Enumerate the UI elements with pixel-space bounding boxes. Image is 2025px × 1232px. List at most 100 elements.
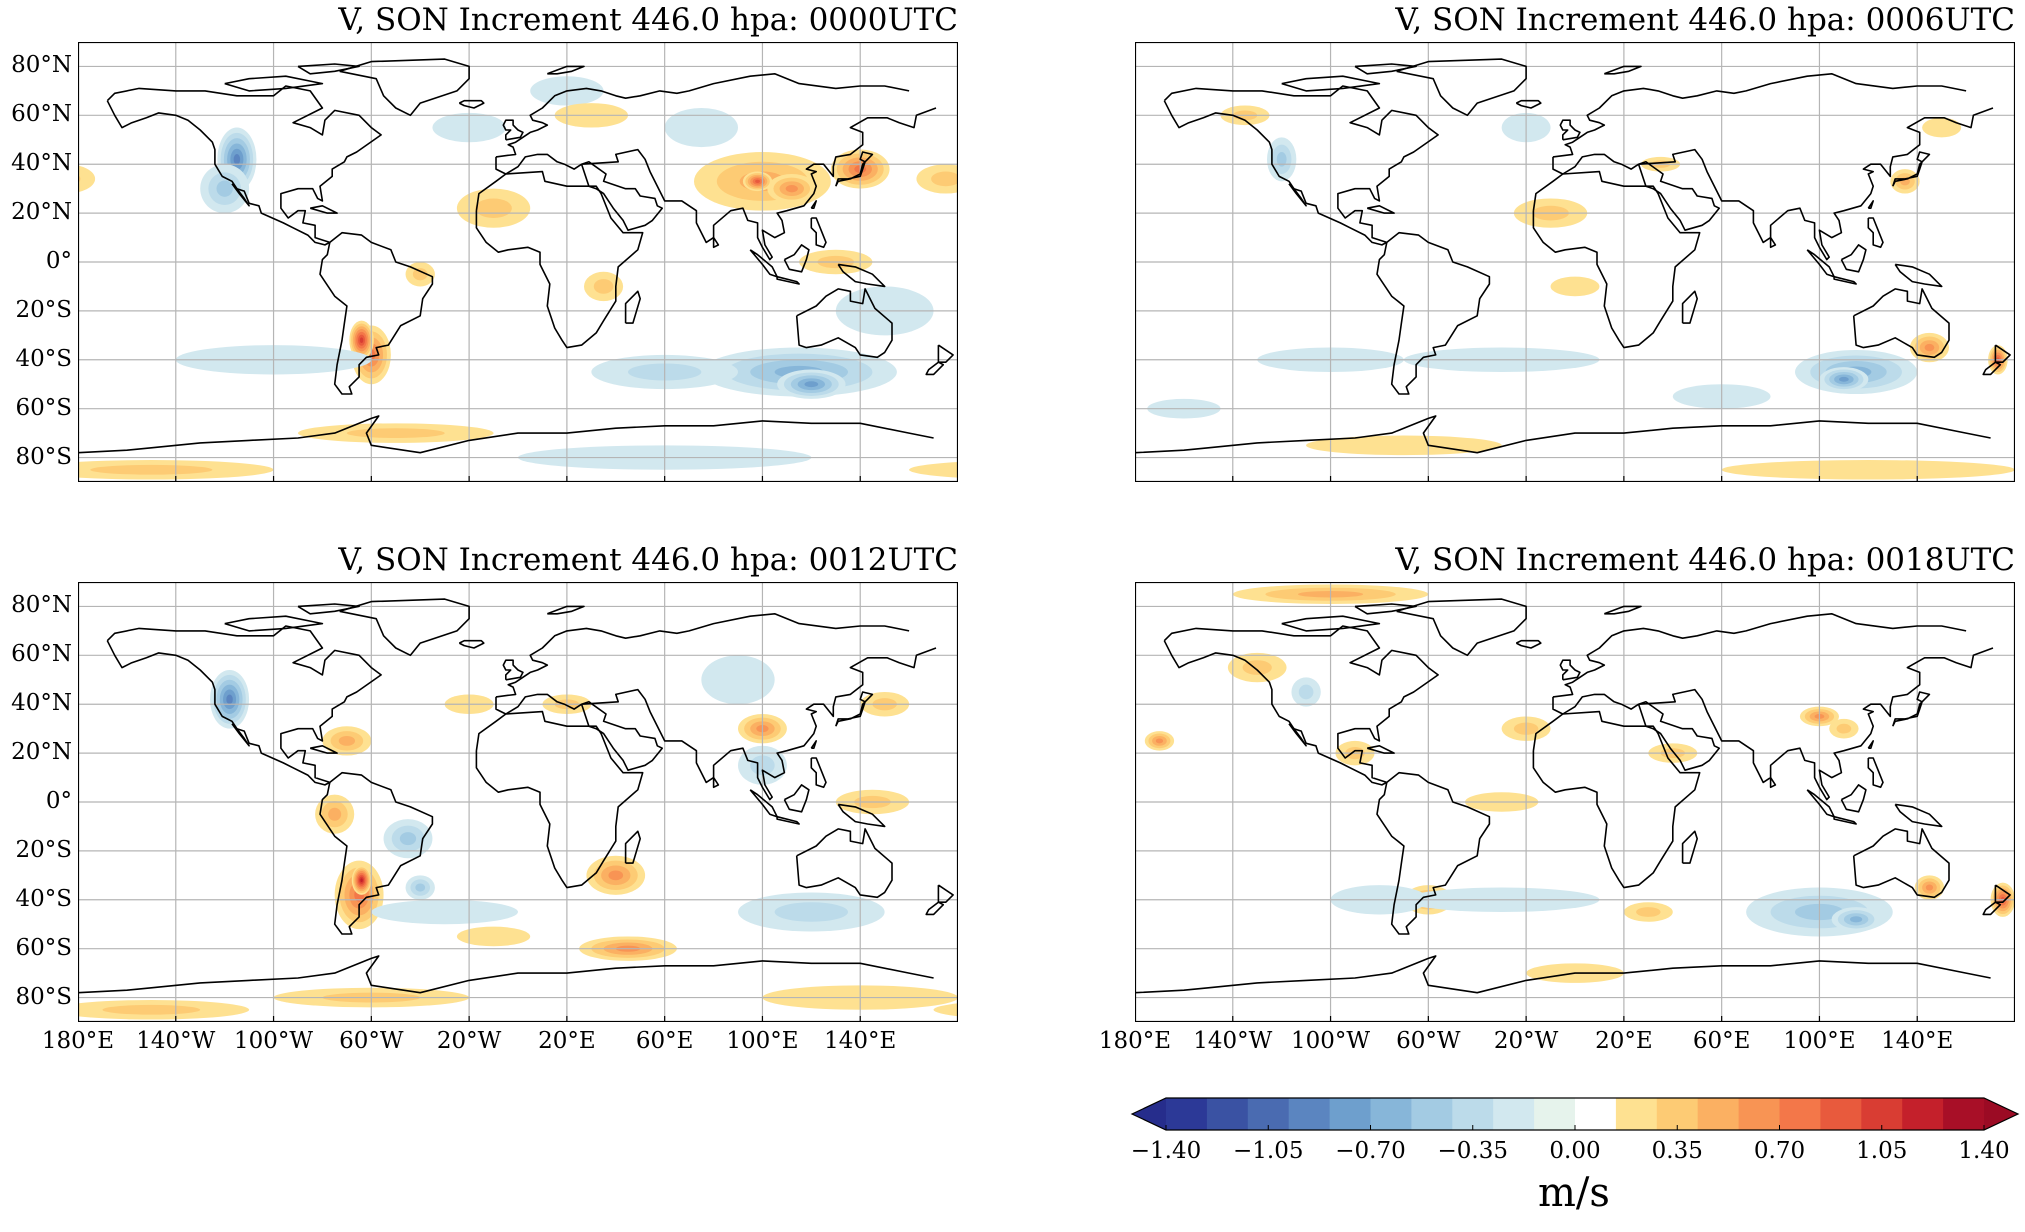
map-frame [78, 42, 958, 482]
coastline [835, 151, 874, 187]
anomaly-contour [1276, 152, 1287, 167]
coastline [1833, 815, 1857, 825]
coastline [776, 275, 800, 285]
coastline [925, 901, 945, 916]
coastline [1281, 75, 1381, 92]
anomaly-contour [1155, 738, 1164, 744]
anomaly-contour [933, 1003, 958, 1017]
anomaly-contour [346, 428, 445, 438]
anomaly-contour [1839, 376, 1849, 382]
colorbar-extend-low [1132, 1098, 1166, 1130]
coastline [1604, 65, 1642, 75]
colorbar-tick-label: −1.05 [1233, 1138, 1304, 1164]
anomaly-contour [593, 279, 614, 294]
anomaly-contour [909, 461, 958, 478]
colorbar-segment [1656, 1098, 1699, 1130]
map-frame [1135, 42, 2015, 482]
lon-tick-label: 60°E [1692, 1028, 1751, 1054]
coastline [1894, 803, 1943, 828]
anomaly-contour [371, 899, 518, 925]
coastline [1354, 63, 1417, 75]
coastline [837, 803, 886, 828]
colorbar-segment [1206, 1098, 1249, 1130]
coastline [78, 955, 934, 994]
coastline [937, 884, 954, 903]
colorbar [1130, 1096, 2020, 1132]
colorbar-segment [1861, 1098, 1903, 1130]
colorbar-segment [1943, 1098, 1985, 1130]
coastline [1532, 710, 1701, 889]
anomaly-contour [415, 883, 426, 892]
coastline [835, 691, 874, 727]
panel-title-0018utc: V, SON Increment 446.0 hpa: 0018UTC [1395, 542, 2015, 578]
anomaly-contour [755, 179, 760, 183]
panel-title-0000utc: V, SON Increment 446.0 hpa: 0000UTC [338, 2, 958, 38]
coastline [1135, 955, 1991, 994]
lat-tick-label: 0° [45, 248, 72, 274]
map-panel-0018utc [1135, 582, 2015, 1022]
anomaly-contour [1298, 684, 1314, 700]
lon-tick-label: 20°E [538, 1028, 596, 1054]
coastline [810, 757, 827, 789]
coastline [309, 205, 338, 214]
lat-tick-label: 60°N [11, 101, 72, 128]
anomaly-contour [608, 870, 624, 881]
colorbar-segment [1779, 1098, 1821, 1130]
colorbar-segment [1329, 1098, 1371, 1130]
coastline [1982, 901, 2002, 916]
coastline [1982, 361, 2002, 376]
lat-tick-label: 60°S [15, 394, 72, 421]
anomaly-contour [360, 878, 363, 883]
anomaly-contour [1924, 343, 1935, 352]
lon-tick-label: 100°E [1783, 1028, 1856, 1054]
coastline [502, 119, 524, 141]
coastline [1559, 659, 1581, 681]
coastline [937, 344, 954, 363]
colorbar-segment [1493, 1098, 1535, 1130]
coastline [1894, 263, 1943, 288]
anomaly-contour [78, 165, 96, 193]
anomaly-contour [785, 185, 798, 193]
coastline [1604, 605, 1642, 615]
coastline [1852, 288, 1950, 359]
coastline [925, 361, 945, 376]
coastline [1163, 625, 1439, 786]
colorbar-tick-label: −1.40 [1130, 1138, 1202, 1164]
lon-tick-label: 140°W [1193, 1028, 1273, 1054]
coastline [795, 288, 893, 359]
lat-tick-label: 80°S [15, 983, 72, 1010]
lon-tick-label: 20°W [1493, 1028, 1559, 1054]
coastline [1552, 613, 1967, 698]
coastline [1867, 217, 1884, 249]
lat-tick-label: 20°S [15, 296, 72, 323]
coastline [297, 603, 360, 615]
lat-tick-label: 40°S [15, 885, 72, 912]
lat-tick-label: 60°S [15, 934, 72, 961]
colorbar-segment [1288, 1098, 1331, 1130]
colorbar-segment [1738, 1098, 1780, 1130]
lat-tick-label: 40°S [15, 345, 72, 372]
lat-tick-label: 20°N [11, 739, 72, 766]
coastline [231, 723, 250, 747]
coastline [547, 605, 585, 615]
coastline [1376, 771, 1491, 935]
coastline [1994, 344, 2011, 363]
coastline [475, 170, 644, 349]
lat-tick-label: 20°N [11, 199, 72, 226]
lon-tick-label: 180°E [41, 1028, 115, 1054]
lon-tick-label: 20°W [436, 1028, 502, 1054]
coastline [224, 615, 324, 632]
coastline [319, 771, 434, 935]
coastline [810, 217, 827, 249]
coastline [1840, 244, 1867, 273]
lon-tick-label: 100°W [234, 1028, 314, 1054]
coastline [78, 415, 934, 454]
coastline [1892, 151, 1931, 187]
coastline [1281, 615, 1381, 632]
anomaly-contour [399, 832, 417, 846]
colorbar-tick-label: −0.70 [1335, 1138, 1406, 1164]
lon-tick-label: 140°E [824, 1028, 897, 1054]
coastline [1396, 58, 1527, 117]
coastline [1515, 99, 1542, 109]
coastline [1135, 415, 1991, 454]
